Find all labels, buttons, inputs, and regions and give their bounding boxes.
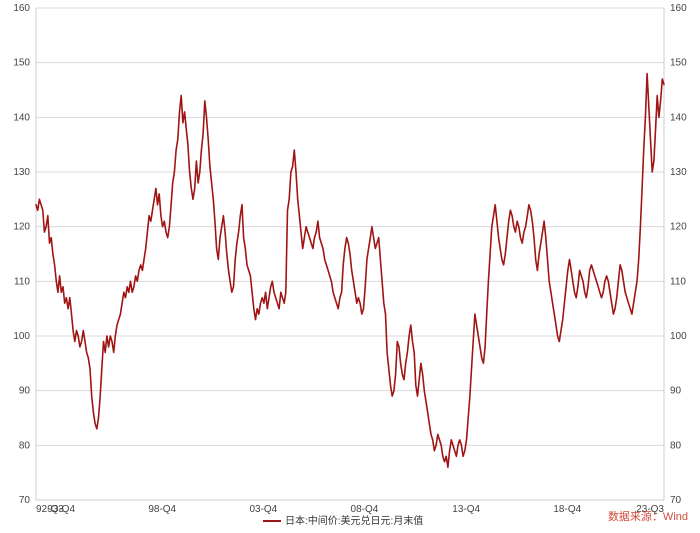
y-tick-left: 140 [13, 112, 30, 123]
legend-label: 日本:中间价:美元兑日元:月末值 [285, 514, 423, 527]
x-tick: 13-Q4 [452, 504, 480, 515]
y-tick-left: 160 [13, 3, 30, 14]
y-tick-left: 130 [13, 167, 30, 178]
x-tick: 08-Q4 [351, 504, 379, 515]
y-tick-right: 150 [670, 58, 687, 69]
y-tick-right: 70 [670, 495, 682, 506]
y-tick-left: 150 [13, 58, 30, 69]
x-tick: 18-Q4 [553, 504, 581, 515]
y-tick-right: 100 [670, 331, 687, 342]
y-tick-left: 80 [19, 440, 31, 451]
y-tick-left: 110 [14, 276, 30, 287]
x-tick: 98-Q4 [148, 504, 176, 515]
y-tick-right: 130 [670, 167, 687, 178]
y-tick-left: 90 [19, 386, 31, 397]
y-tick-right: 120 [670, 222, 687, 233]
data-source-text: 数据来源：Wind [608, 511, 688, 523]
data-source-label: 数据来源：Wind [608, 508, 688, 524]
y-tick-right: 110 [670, 276, 686, 287]
x-tick: 03-Q4 [249, 504, 277, 515]
y-tick-left: 100 [13, 331, 30, 342]
y-tick-left: 120 [13, 222, 30, 233]
y-tick-right: 140 [670, 112, 687, 123]
x-tick: 93-Q4 [47, 504, 75, 515]
usd-jpy-chart: 70 70 80 80 90 90 100 100 110 110 120 120 130 130 140 1… [0, 0, 700, 528]
y-tick-left: 70 [19, 495, 31, 506]
y-tick-right: 90 [670, 386, 682, 397]
y-tick-right: 80 [670, 440, 682, 451]
y-tick-right: 160 [670, 3, 687, 14]
chart-svg: 70 70 80 80 90 90 100 100 110 110 120 120 130 130 140 1… [0, 0, 700, 528]
